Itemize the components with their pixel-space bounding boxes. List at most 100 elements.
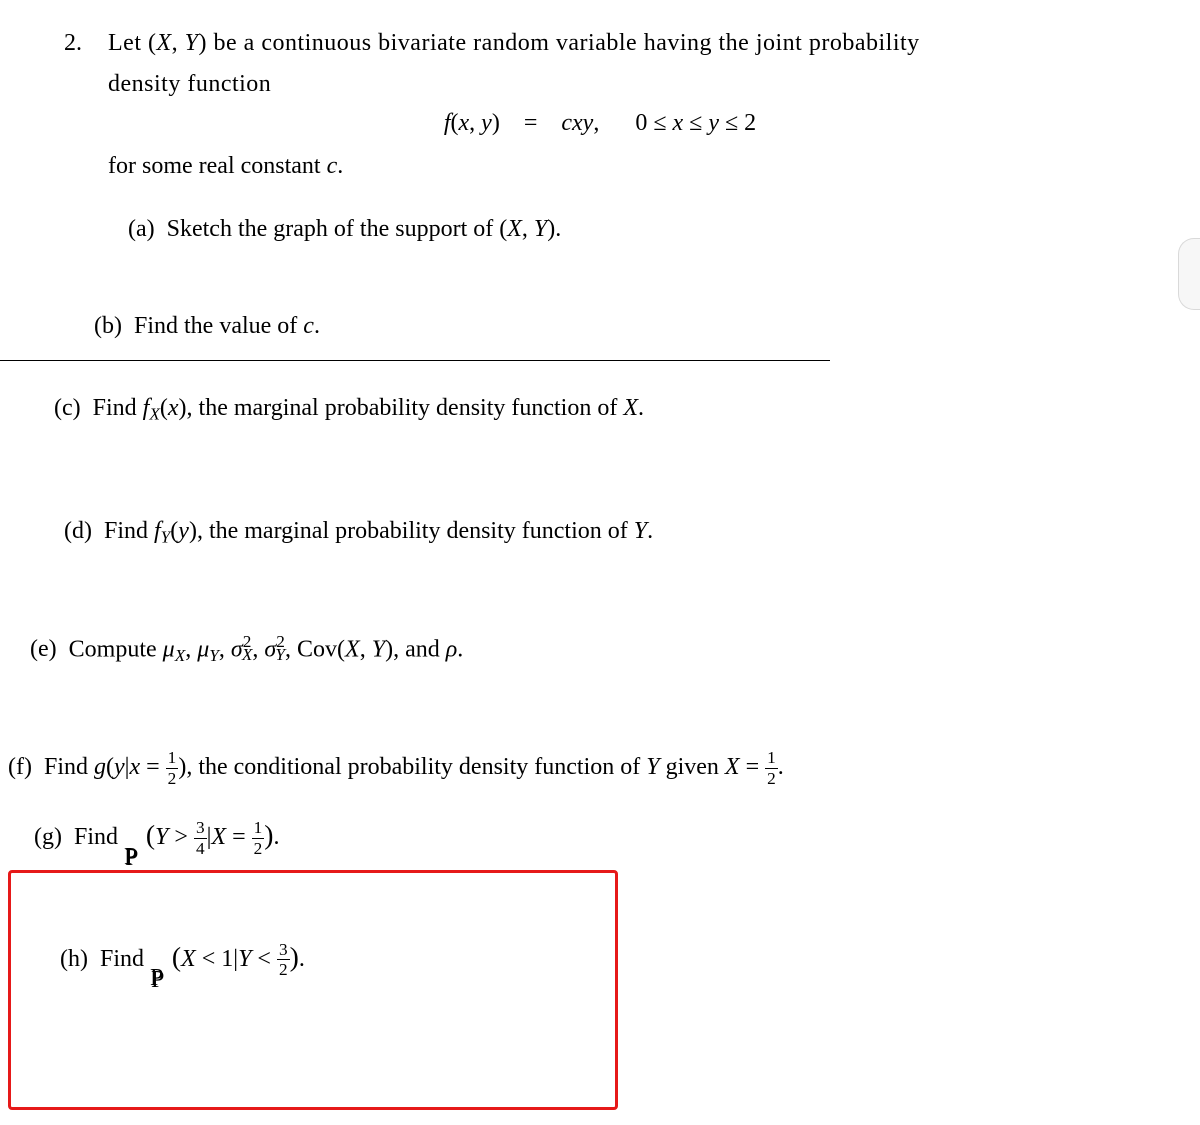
eq-f: f [444,110,451,136]
part-g-eq: = [226,824,252,850]
part-e-label: (e) [30,636,57,662]
part-c-xsub: X [149,404,160,423]
part-g-t1: Find [74,824,124,850]
part-h-label: (h) [60,946,88,972]
part-g-X: X [211,824,226,850]
part-g-label: (g) [34,824,62,850]
part-e-c3: , [252,636,264,662]
part-g-frac-3-4: 34 [194,819,207,857]
frac-den: 2 [277,960,290,978]
part-f: (f) Find g(y|x = 12), the conditional pr… [8,749,1200,787]
part-e-rho: ρ [446,636,458,662]
part-a-t1: Sketch the graph of the support of ( [167,216,508,242]
part-e-c2: , [219,636,231,662]
part-b: (b) Find the value of c. [94,313,1200,340]
cond-mid: ≤ [683,110,708,136]
part-d-y: y [178,518,189,544]
highlight-box [8,870,618,1110]
part-c-t3: . [638,395,644,421]
part-f-g: g [94,754,106,780]
part-d-ysub: Y [161,528,171,547]
frac-num: 1 [166,749,179,768]
part-b-c: c [303,313,314,339]
eq-y: y [481,110,492,136]
part-f-y: y [114,754,125,780]
part-d-t3: . [647,518,653,544]
part-h-close: ) [290,941,299,972]
part-g-frac-1-2: 12 [252,819,265,857]
frac-den: 2 [765,769,778,787]
frac-num: 3 [277,941,290,960]
part-e-muY-mu: μ [197,636,209,662]
part-f-Y: Y [646,754,659,780]
part-a-c: , [522,216,534,242]
eq-c: c [561,110,572,136]
for-some-b: . [337,153,343,179]
side-pill [1178,238,1200,310]
part-c-X: X [623,395,638,421]
part-e-comma: , [360,636,372,662]
part-c: (c) Find fX(x), the marginal probability… [54,395,1200,424]
divider-rule [0,360,830,361]
part-a-Y: Y [534,216,547,242]
part-h-t2: . [299,946,305,972]
part-c-t1: Find [93,395,143,421]
intro-text-a: Let ( [108,30,156,56]
part-f-eq2: = [740,754,766,780]
intro-comma: , [172,30,185,56]
part-d-fy: f [154,518,161,544]
part-e-muX-mu: μ [163,636,175,662]
part-a-label: (a) [128,216,155,242]
part-d-t1: Find [104,518,154,544]
frac-den: 4 [194,839,207,857]
eq-ry: y [583,110,594,136]
p2: P [125,845,138,872]
part-h-open: ( [172,941,181,972]
part-d: (d) Find fY(y), the marginal probability… [64,518,1200,547]
cond-x: x [673,110,684,136]
joint-pdf-equation: f(x, y) = cxy, 0 ≤ x ≤ y ≤ 2 [0,110,1200,137]
intro-X: X [156,30,171,56]
intro-Y: Y [185,30,199,56]
eq-x: x [459,110,470,136]
part-h-t1: Find [100,946,150,972]
cond-pre: 0 ≤ [635,110,672,136]
part-e-sigX: σ [231,636,243,662]
part-d-Y: Y [634,518,647,544]
part-h: (h) Find PP (X < 1|Y < 32). [60,941,1200,979]
eq-comma: , [469,110,481,136]
part-e-sigX-sub: X [242,645,253,664]
part-f-t2: , the conditional probability density fu… [186,754,646,780]
part-e-close: ) [385,636,393,662]
part-h-frac-3-2: 32 [277,941,290,979]
part-f-frac-1-2: 12 [166,749,179,787]
eq-close: ) [492,110,500,136]
part-f-t1: Find [44,754,94,780]
intro-text-b: ) be a continuous bivariate random varia… [199,30,920,56]
part-f-eq: = [140,754,166,780]
part-e-Y: Y [372,636,385,662]
part-h-lt: < 1 [196,946,234,972]
part-a-t2: ). [547,216,561,242]
eq-open: ( [451,110,459,136]
part-f-open: ( [106,754,114,780]
frac-den: 2 [252,839,265,857]
part-g-t2: . [273,824,279,850]
part-e: (e) Compute μX, μY, σ2X, σ2Y, Cov(X, Y),… [30,632,1200,666]
problem-number: 2. [64,30,82,57]
part-a: (a) Sketch the graph of the support of (… [128,216,1200,243]
eq-equals: = [518,110,544,136]
part-g-gt: > [168,824,194,850]
p2: P [151,967,164,994]
part-e-open: ( [337,636,345,662]
part-f-t3: given [660,754,725,780]
part-g-open: ( [146,819,155,850]
part-c-open: ( [160,395,168,421]
part-g-Y: Y [155,824,168,850]
part-e-cov: Cov [297,636,337,662]
frac-den: 2 [166,769,179,787]
cond-post: ≤ 2 [719,110,756,136]
part-b-label: (b) [94,313,122,339]
part-d-t2: , the marginal probability density funct… [197,518,634,544]
part-e-t3: . [457,636,463,662]
